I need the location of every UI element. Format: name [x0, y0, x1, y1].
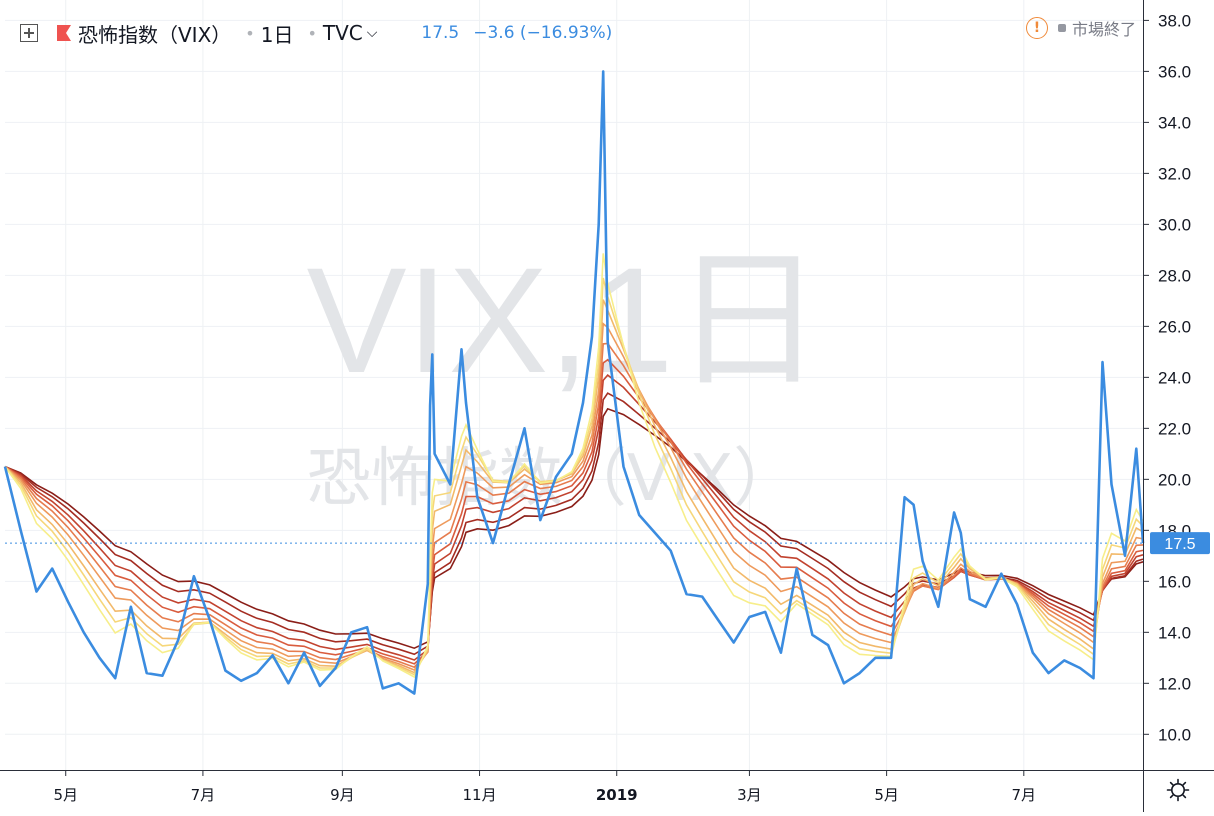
plus-square-icon[interactable]: [20, 24, 38, 42]
legend-price: 17.5: [421, 23, 459, 43]
y-tick-label: 24.0: [1158, 368, 1191, 387]
y-tick-label: 16.0: [1158, 572, 1191, 591]
ma-ribbon-line: [5, 375, 1143, 660]
y-tick-label: 22.0: [1158, 419, 1191, 438]
x-tick-label: 9月: [330, 786, 355, 804]
symbol-title[interactable]: 恐怖指数（VIX）: [78, 19, 231, 48]
legend-change: −3.6 (−16.93%): [473, 23, 612, 43]
market-status-label: 市場終了: [1072, 16, 1136, 40]
chevron-down-icon[interactable]: ⌵: [367, 25, 378, 41]
y-tick-label: 12.0: [1158, 674, 1191, 693]
x-tick-label: 5月: [53, 786, 78, 804]
separator-dot: •: [245, 24, 254, 43]
x-tick-label: 7月: [1012, 786, 1037, 804]
x-tick-label: 7月: [191, 786, 216, 804]
watermark: VIX,1日 恐怖指数（VIX）: [307, 236, 824, 516]
watermark-symbol: VIX,1日: [307, 236, 824, 404]
x-tick-label: 3月: [737, 786, 762, 804]
status-dot-icon: [1058, 24, 1066, 32]
y-tick-label: 14.0: [1158, 623, 1191, 642]
y-tick-label: 38.0: [1158, 11, 1191, 30]
interval-label[interactable]: 1日: [261, 19, 294, 48]
separator-dot: •: [307, 24, 316, 43]
y-tick-label: 32.0: [1158, 164, 1191, 183]
market-status: ! 市場終了: [1026, 16, 1136, 40]
chart-legend: 恐怖指数（VIX） • 1日 • TVC ⌵ 17.5 −3.6 (−16.93…: [20, 18, 612, 48]
y-tick-label: 10.0: [1158, 725, 1191, 744]
exclamation-circle-icon[interactable]: !: [1026, 17, 1048, 39]
y-tick-label: 26.0: [1158, 317, 1191, 336]
y-tick-label: 34.0: [1158, 113, 1191, 132]
gear-icon[interactable]: [1166, 778, 1190, 802]
exchange-label[interactable]: TVC: [323, 21, 363, 45]
last-price-label: 17.5: [1150, 532, 1210, 554]
y-tick-label: 28.0: [1158, 266, 1191, 285]
ma-ribbon-line: [5, 393, 1143, 654]
flag-icon: [56, 24, 72, 42]
y-tick-label: 36.0: [1158, 62, 1191, 81]
last-price-value: 17.5: [1164, 536, 1195, 553]
y-tick-label: 30.0: [1158, 215, 1191, 234]
x-tick-label: 11月: [462, 786, 496, 804]
x-tick-label: 5月: [874, 786, 899, 804]
x-tick-label: 2019: [596, 786, 638, 804]
y-tick-label: 20.0: [1158, 470, 1191, 489]
